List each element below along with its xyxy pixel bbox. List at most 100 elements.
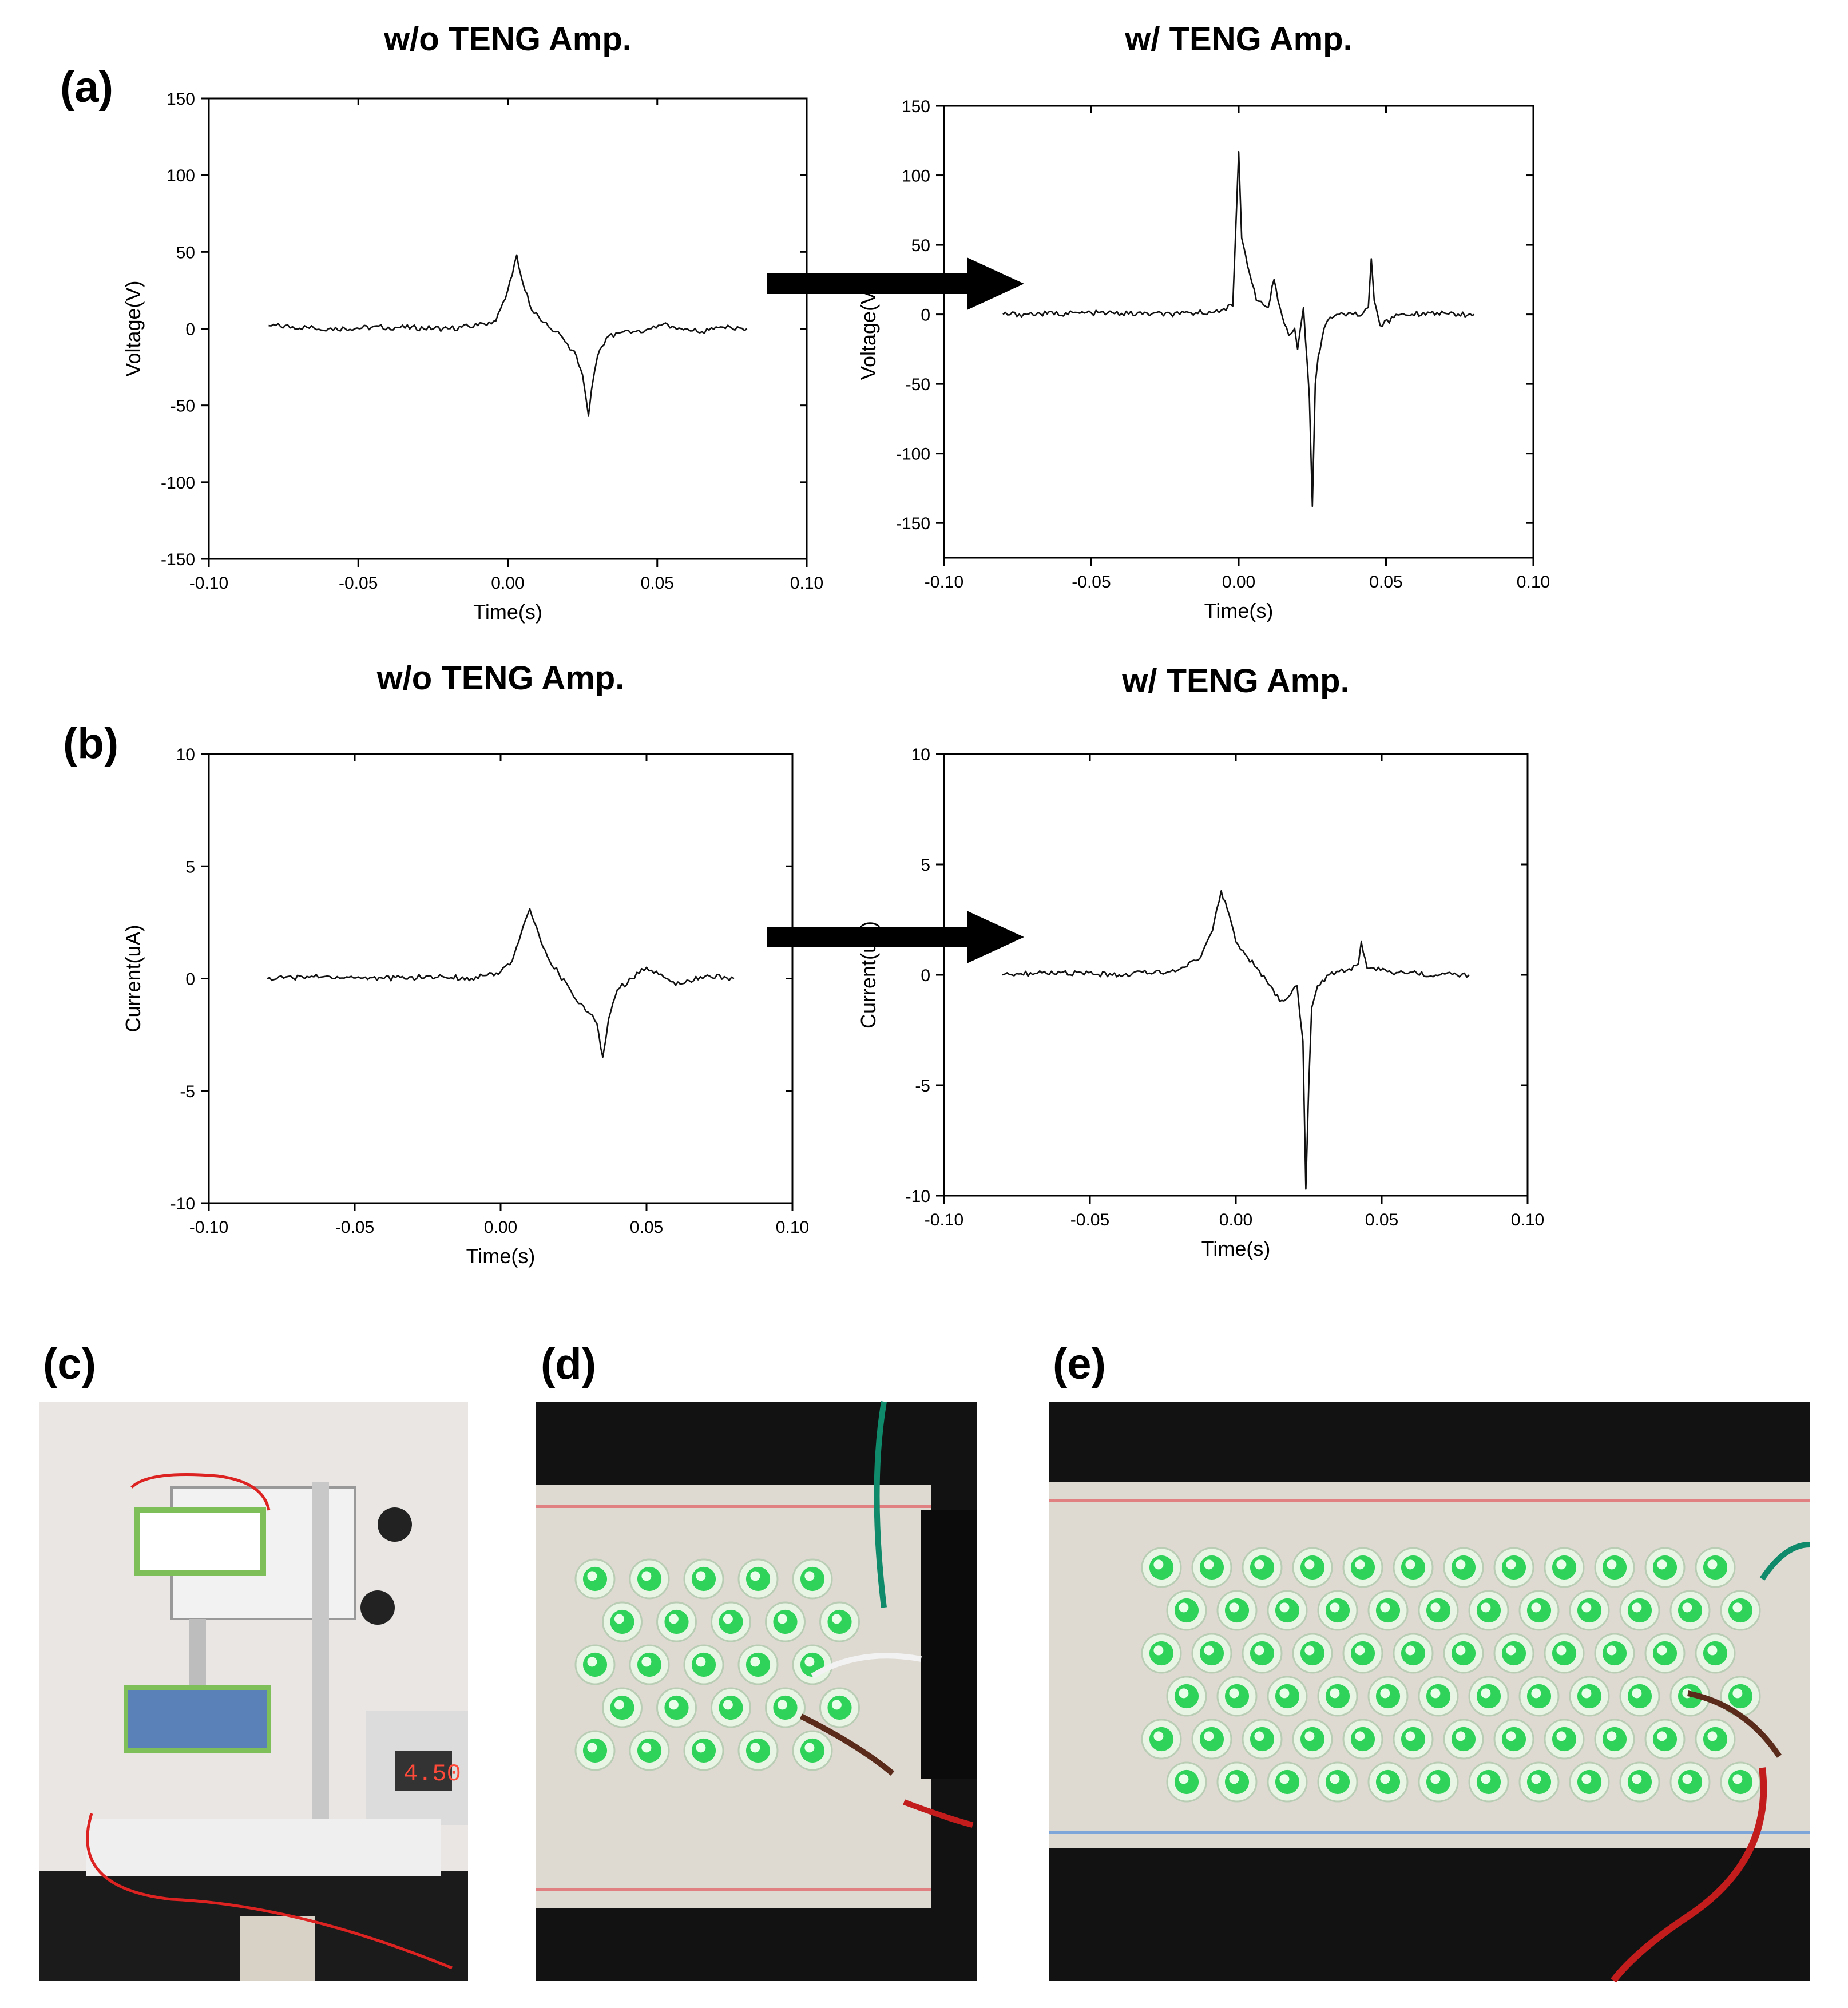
led-icon	[1166, 1676, 1207, 1717]
led-icon	[1342, 1633, 1383, 1674]
plot-frame	[943, 105, 1534, 559]
led-icon	[737, 1644, 779, 1685]
led-icon	[574, 1558, 616, 1600]
led-icon	[1141, 1547, 1182, 1588]
led-icon	[1317, 1761, 1358, 1803]
led-icon	[1393, 1719, 1434, 1760]
led-icon	[1242, 1547, 1283, 1588]
x-axis-label: Time(s)	[1201, 1237, 1271, 1260]
led-icon	[1418, 1676, 1459, 1717]
led-icon	[711, 1601, 751, 1642]
y-tick-label: 5	[185, 858, 195, 876]
y-tick-label: -100	[896, 445, 930, 464]
led-icon	[1518, 1590, 1560, 1631]
x-tick-label: 0.05	[1369, 573, 1402, 592]
y-tick-label: 100	[166, 166, 195, 185]
x-tick-label: 0.05	[1365, 1211, 1398, 1229]
y-tick-label: 5	[921, 856, 930, 875]
led-icon	[1619, 1676, 1660, 1717]
led-icon	[683, 1558, 724, 1600]
led-icon	[1317, 1676, 1358, 1717]
led-icon	[1544, 1633, 1585, 1674]
y-tick-label: 0	[921, 306, 930, 325]
led-icon	[1242, 1633, 1283, 1674]
x-tick-label: -0.10	[189, 1218, 228, 1237]
arrow-right-icon	[767, 257, 1024, 310]
x-tick-label: -0.10	[189, 574, 228, 593]
series-line	[268, 254, 748, 417]
led-icon	[1216, 1676, 1258, 1717]
chart-current-without-amp: w/o TENG Amp. -0.10 -0.05 0.00 0.05 0.10 10 5 0 -…	[121, 660, 809, 1268]
y-tick-label: 150	[166, 90, 195, 109]
x-tick-label: 0.00	[491, 574, 524, 593]
x-tick-label: 0.10	[790, 574, 823, 593]
led-icon	[1242, 1719, 1283, 1760]
led-icon	[1720, 1590, 1761, 1631]
led-array	[1141, 1547, 1761, 1803]
chart-voltage-with-amp: w/ TENG Amp. -0.10 -0.05 0.00 0.05 0.10 150 100…	[856, 21, 1550, 622]
led-icon	[1468, 1590, 1509, 1631]
led-icon	[1468, 1676, 1509, 1717]
led-icon	[1518, 1761, 1560, 1803]
led-icon	[1493, 1633, 1534, 1674]
led-icon	[1267, 1590, 1308, 1631]
led-icon	[1393, 1547, 1434, 1588]
led-array	[574, 1558, 860, 1771]
led-icon	[1367, 1761, 1409, 1803]
led-icon	[1594, 1633, 1635, 1674]
led-icon	[1393, 1633, 1434, 1674]
led-icon	[1141, 1633, 1182, 1674]
panel-label-d: (d)	[541, 1340, 596, 1388]
x-tick-label: -0.05	[1072, 573, 1111, 592]
y-tick-label: -50	[906, 375, 930, 394]
led-icon	[1443, 1633, 1484, 1674]
led-icon	[1518, 1676, 1560, 1717]
y-tick-label: 50	[176, 243, 195, 262]
y-axis-label: Voltage(V)	[121, 280, 145, 376]
chart-title: w/ TENG Amp.	[1121, 662, 1349, 700]
led-icon	[1141, 1719, 1182, 1760]
series-line	[267, 908, 735, 1058]
led-icon	[629, 1644, 670, 1685]
panel-label-a: (a)	[60, 63, 113, 112]
svg-text:4.50: 4.50	[403, 1760, 461, 1788]
led-icon	[1191, 1719, 1232, 1760]
y-tick-label: 10	[176, 745, 195, 764]
led-icon	[1720, 1676, 1761, 1717]
led-icon	[792, 1644, 833, 1685]
led-icon	[1418, 1590, 1459, 1631]
series-line	[1002, 150, 1475, 507]
led-icon	[1216, 1761, 1258, 1803]
x-tick-label: -0.10	[925, 1211, 963, 1229]
x-tick-label: 0.00	[484, 1218, 517, 1237]
led-icon	[792, 1558, 833, 1600]
led-icon	[1594, 1547, 1635, 1588]
led-icon	[819, 1687, 860, 1728]
led-icon	[1619, 1590, 1660, 1631]
led-icon	[1292, 1719, 1333, 1760]
led-icon	[765, 1687, 806, 1728]
led-icon	[1695, 1633, 1736, 1674]
x-tick-label: -0.10	[925, 573, 963, 592]
led-icon	[1569, 1590, 1610, 1631]
y-tick-label: -150	[161, 550, 195, 569]
led-icon	[1644, 1633, 1686, 1674]
x-tick-label: 0.05	[641, 574, 674, 593]
panel-label-b: (b)	[63, 719, 118, 768]
led-icon	[629, 1558, 670, 1600]
led-icon	[1292, 1547, 1333, 1588]
led-icon	[1569, 1676, 1610, 1717]
y-tick-label: -10	[170, 1195, 195, 1213]
led-icon	[1267, 1676, 1308, 1717]
y-tick-label: 0	[921, 966, 930, 985]
led-icon	[1644, 1547, 1686, 1588]
y-tick-label: 150	[902, 97, 930, 116]
x-tick-label: -0.05	[335, 1218, 374, 1237]
led-icon	[1166, 1590, 1207, 1631]
x-tick-label: 0.10	[1511, 1211, 1544, 1229]
chart-voltage-without-amp: w/o TENG Amp. -0.10 -0.05 0.00 0.05 0.10 150 10…	[121, 21, 823, 624]
led-breadboard-photo	[536, 1401, 977, 1981]
led-icon	[1367, 1676, 1409, 1717]
led-icon	[1544, 1547, 1585, 1588]
led-icon	[656, 1687, 697, 1728]
